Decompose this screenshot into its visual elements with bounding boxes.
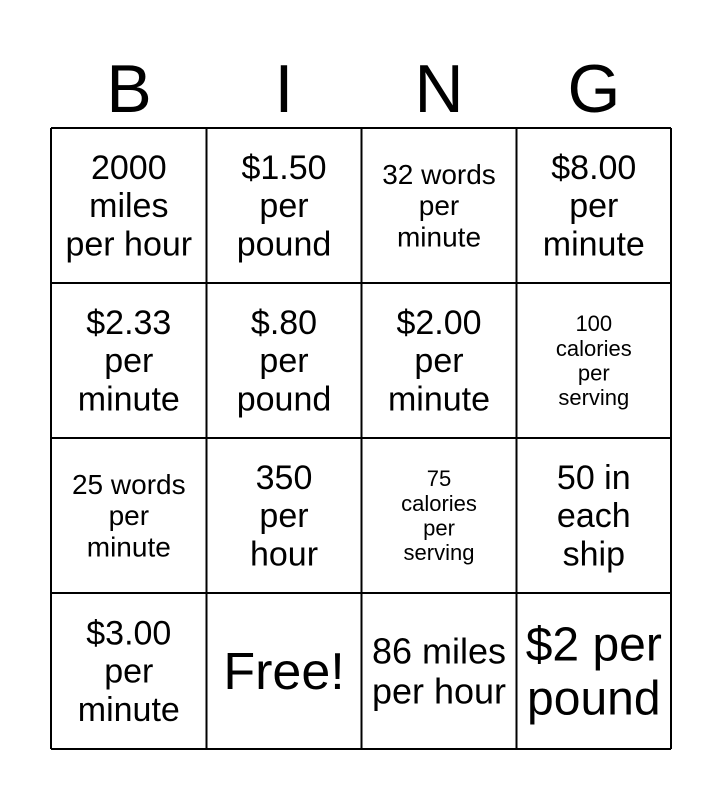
svg-text:B: B	[106, 51, 151, 127]
svg-text:$2.33: $2.33	[86, 304, 171, 342]
svg-text:per: per	[578, 360, 610, 385]
svg-text:serving: serving	[404, 540, 475, 565]
svg-text:25 words: 25 words	[72, 469, 186, 500]
svg-text:86 miles: 86 miles	[372, 630, 506, 671]
svg-text:per: per	[259, 342, 308, 380]
svg-text:100: 100	[575, 311, 612, 336]
svg-text:miles: miles	[89, 187, 168, 225]
svg-text:per: per	[104, 653, 153, 691]
svg-text:I: I	[275, 51, 294, 127]
svg-text:each: each	[557, 497, 631, 535]
svg-text:per: per	[423, 515, 455, 540]
svg-text:$3.00: $3.00	[86, 615, 171, 653]
svg-text:75: 75	[427, 466, 451, 491]
svg-text:350: 350	[256, 459, 313, 497]
svg-text:per: per	[414, 342, 463, 380]
svg-text:per: per	[419, 190, 459, 221]
svg-text:2000: 2000	[91, 149, 167, 187]
svg-text:minute: minute	[78, 691, 180, 729]
svg-text:Free!: Free!	[223, 643, 344, 701]
svg-text:minute: minute	[543, 225, 645, 263]
svg-text:N: N	[414, 51, 463, 127]
svg-text:pound: pound	[237, 225, 332, 263]
svg-text:per: per	[259, 187, 308, 225]
svg-text:per: per	[569, 187, 618, 225]
svg-text:G: G	[568, 51, 621, 127]
svg-text:minute: minute	[87, 532, 171, 563]
svg-text:32 words: 32 words	[382, 159, 496, 190]
svg-text:ship: ship	[563, 535, 625, 573]
svg-text:50 in: 50 in	[557, 459, 631, 497]
svg-text:hour: hour	[250, 535, 318, 573]
svg-text:minute: minute	[388, 380, 490, 418]
svg-text:calories: calories	[556, 336, 632, 361]
svg-text:$1.50: $1.50	[241, 149, 326, 187]
svg-text:pound: pound	[527, 672, 660, 725]
svg-text:per: per	[109, 500, 149, 531]
svg-text:per: per	[259, 497, 308, 535]
svg-text:$8.00: $8.00	[551, 149, 636, 187]
svg-text:$.80: $.80	[251, 304, 317, 342]
svg-text:minute: minute	[397, 222, 481, 253]
svg-text:$2 per: $2 per	[526, 619, 662, 672]
svg-text:calories: calories	[401, 491, 477, 516]
svg-text:pound: pound	[237, 380, 332, 418]
svg-text:per: per	[104, 342, 153, 380]
svg-text:per hour: per hour	[65, 225, 192, 263]
svg-text:$2.00: $2.00	[396, 304, 481, 342]
svg-text:per hour: per hour	[372, 671, 506, 712]
svg-text:serving: serving	[558, 385, 629, 410]
svg-text:minute: minute	[78, 380, 180, 418]
